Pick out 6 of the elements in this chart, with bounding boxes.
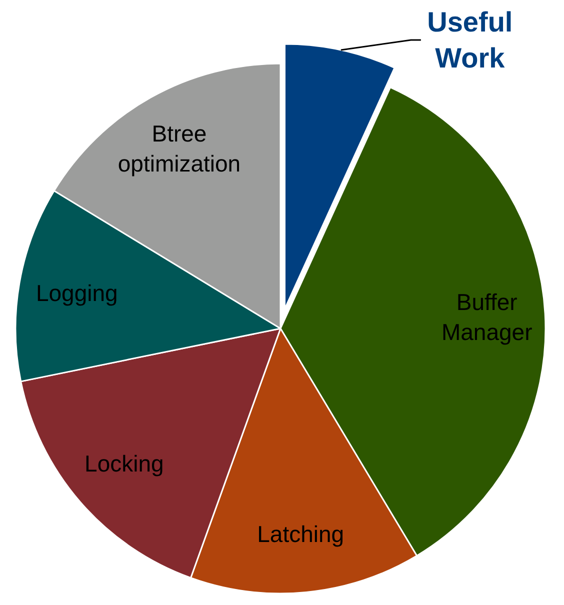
slice-label: Logging [36,280,118,306]
slice-label: Buffer Manager [441,288,533,345]
slice-label: Btree optimization [118,120,241,176]
slice-label: Locking [84,450,164,477]
slice-label: Latching [257,521,344,548]
slice-label: Useful Work [427,6,513,74]
